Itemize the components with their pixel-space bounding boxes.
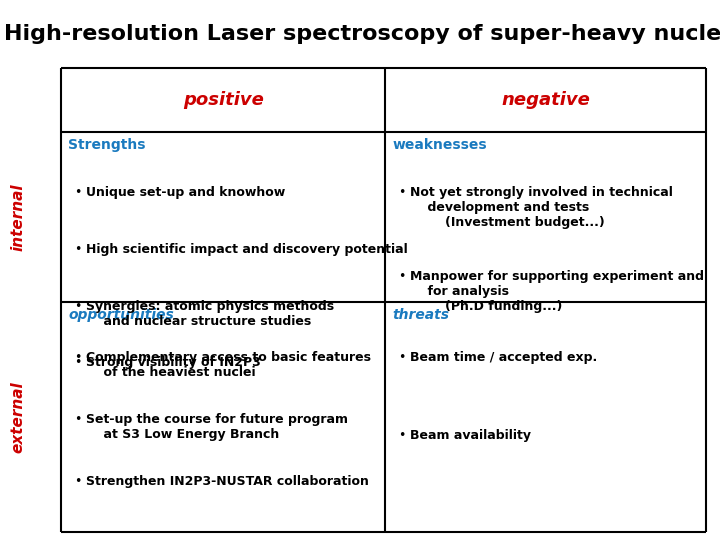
Text: Set-up the course for future program
    at S3 Low Energy Branch: Set-up the course for future program at … [86,413,348,441]
Text: weaknesses: weaknesses [392,138,487,152]
Text: •: • [74,413,81,426]
Text: •: • [398,186,405,199]
Text: Strengthen IN2P3-NUSTAR collaboration: Strengthen IN2P3-NUSTAR collaboration [86,475,369,488]
Text: •: • [74,186,81,199]
Text: threats: threats [392,308,449,322]
Text: •: • [74,351,81,364]
Text: internal: internal [11,184,25,251]
Text: Beam time / accepted exp.: Beam time / accepted exp. [410,351,598,364]
Text: external: external [11,381,25,453]
Text: •: • [74,300,81,313]
Text: •: • [74,243,81,256]
Text: Strong visibility of IN2P3: Strong visibility of IN2P3 [86,356,261,369]
Text: Not yet strongly involved in technical
    development and tests
        (Invest: Not yet strongly involved in technical d… [410,186,673,230]
Text: Beam availability: Beam availability [410,429,531,442]
Text: Complementary access to basic features
    of the heaviest nuclei: Complementary access to basic features o… [86,351,372,379]
Text: •: • [74,475,81,488]
Text: Strengths: Strengths [68,138,146,152]
Text: negative: negative [501,91,590,109]
Text: positive: positive [183,91,264,109]
Text: •: • [398,429,405,442]
Text: •: • [74,356,81,369]
Text: •: • [398,270,405,283]
Text: Synergies: atomic physics methods
    and nuclear structure studies: Synergies: atomic physics methods and nu… [86,300,335,328]
Text: Unique set-up and knowhow: Unique set-up and knowhow [86,186,286,199]
Text: •: • [398,351,405,364]
Text: High-resolution Laser spectroscopy of super-heavy nuclei: High-resolution Laser spectroscopy of su… [4,24,720,44]
Text: High scientific impact and discovery potential: High scientific impact and discovery pot… [86,243,408,256]
Text: Manpower for supporting experiment and
    for analysis
        (Ph.D funding...: Manpower for supporting experiment and f… [410,270,704,313]
Text: opportunities: opportunities [68,308,174,322]
